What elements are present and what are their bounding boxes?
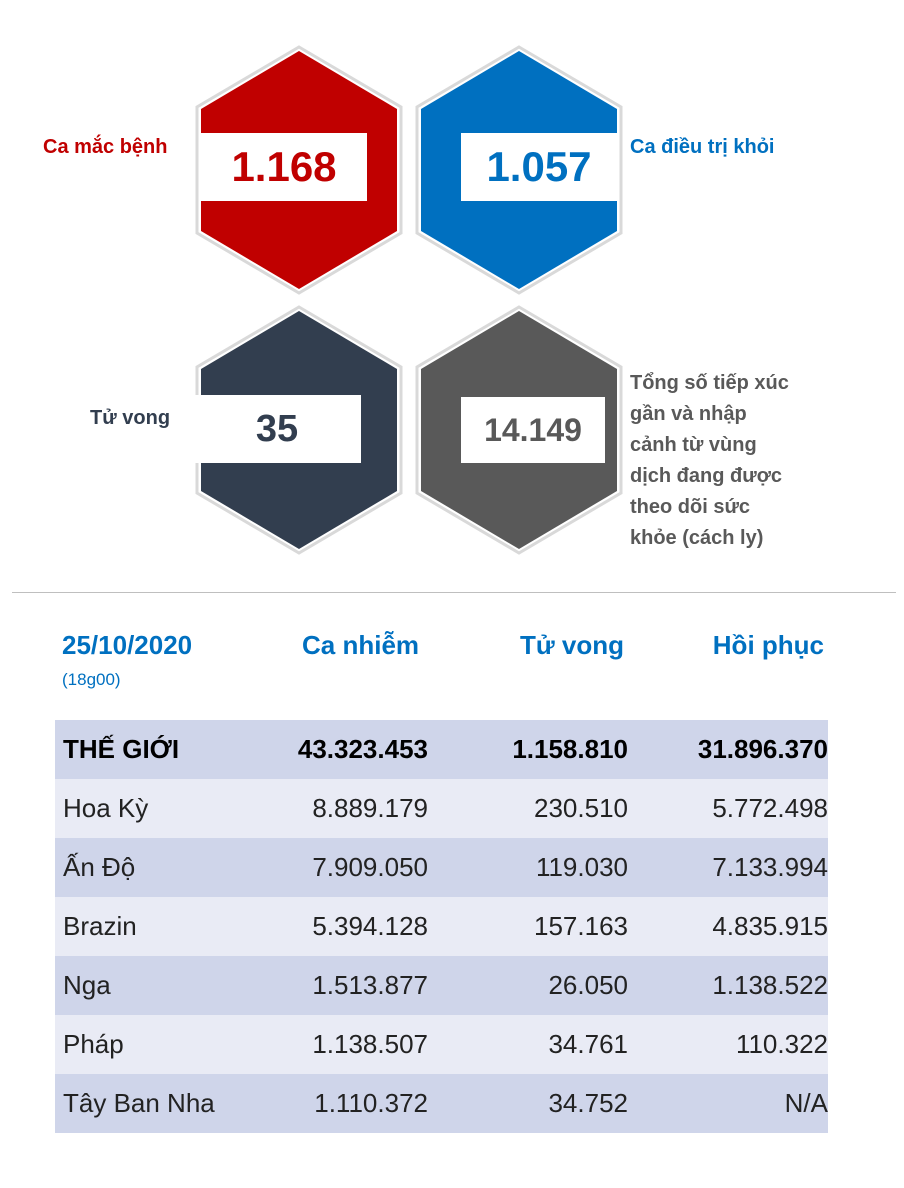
recovered-cell: N/A bbox=[628, 1074, 828, 1133]
deaths-hexagon: 35 bbox=[193, 305, 405, 555]
country-name: Tây Ban Nha bbox=[55, 1074, 248, 1133]
cases-cell: 5.394.128 bbox=[248, 897, 428, 956]
country-name: Pháp bbox=[55, 1015, 248, 1074]
table-row: Brazin 5.394.128 157.163 4.835.915 bbox=[55, 897, 828, 956]
deaths-value: 35 bbox=[193, 395, 361, 463]
deaths-cell: 34.752 bbox=[428, 1074, 628, 1133]
cases-cell: 8.889.179 bbox=[248, 779, 428, 838]
monitored-label-line: dịch đang được bbox=[630, 465, 783, 487]
table-date: 25/10/2020 bbox=[62, 630, 193, 660]
table-row: Tây Ban Nha 1.110.372 34.752 N/A bbox=[55, 1074, 828, 1133]
deaths-cell: 119.030 bbox=[428, 838, 628, 897]
table-row: Ấn Độ 7.909.050 119.030 7.133.994 bbox=[55, 838, 828, 897]
deaths-cell: 26.050 bbox=[428, 956, 628, 1015]
deaths-cell: 1.158.810 bbox=[428, 720, 628, 779]
country-name: THẾ GIỚI bbox=[55, 720, 248, 779]
country-name: Brazin bbox=[55, 897, 248, 956]
deaths-cell: 230.510 bbox=[428, 779, 628, 838]
recovered-value: 1.057 bbox=[461, 133, 617, 201]
monitored-label-line: theo dõi sức bbox=[630, 496, 751, 518]
recovered-cell: 4.835.915 bbox=[628, 897, 828, 956]
monitored-label-line: gần và nhập bbox=[630, 403, 747, 425]
section-divider bbox=[12, 592, 896, 593]
table-row-world: THẾ GIỚI 43.323.453 1.158.810 31.896.370 bbox=[55, 720, 828, 779]
header-recovered: Hồi phục bbox=[712, 630, 824, 660]
cases-cell: 1.513.877 bbox=[248, 956, 428, 1015]
recovered-cell: 7.133.994 bbox=[628, 838, 828, 897]
country-name: Ấn Độ bbox=[55, 838, 248, 897]
table-row: Nga 1.513.877 26.050 1.138.522 bbox=[55, 956, 828, 1015]
deaths-cell: 157.163 bbox=[428, 897, 628, 956]
monitored-hexagon: 14.149 bbox=[413, 305, 625, 555]
world-stats-table: THẾ GIỚI 43.323.453 1.158.810 31.896.370… bbox=[55, 720, 828, 1133]
cases-hexagon: 1.168 bbox=[193, 45, 405, 295]
cases-cell: 1.138.507 bbox=[248, 1015, 428, 1074]
table-row: Pháp 1.138.507 34.761 110.322 bbox=[55, 1015, 828, 1074]
cases-cell: 7.909.050 bbox=[248, 838, 428, 897]
monitored-label-line: khỏe (cách ly) bbox=[630, 527, 764, 549]
header-cases: Ca nhiễm bbox=[302, 630, 420, 660]
cases-cell: 1.110.372 bbox=[248, 1074, 428, 1133]
monitored-label: Tổng số tiếp xúc gần và nhập cảnh từ vùn… bbox=[630, 368, 789, 554]
table-time: (18g00) bbox=[62, 670, 121, 689]
monitored-label-line: Tổng số tiếp xúc bbox=[630, 372, 789, 394]
country-name: Hoa Kỳ bbox=[55, 779, 248, 838]
cases-value: 1.168 bbox=[201, 133, 367, 201]
header-deaths: Tử vong bbox=[519, 630, 624, 660]
cases-label: Ca mắc bệnh bbox=[43, 136, 168, 158]
recovered-cell: 5.772.498 bbox=[628, 779, 828, 838]
recovered-label: Ca điều trị khỏi bbox=[630, 136, 775, 158]
deaths-cell: 34.761 bbox=[428, 1015, 628, 1074]
monitored-value: 14.149 bbox=[461, 397, 605, 463]
recovered-cell: 110.322 bbox=[628, 1015, 828, 1074]
cases-cell: 43.323.453 bbox=[248, 720, 428, 779]
recovered-hexagon: 1.057 bbox=[413, 45, 625, 295]
deaths-label: Tử vong bbox=[90, 407, 171, 429]
country-name: Nga bbox=[55, 956, 248, 1015]
recovered-cell: 31.896.370 bbox=[628, 720, 828, 779]
monitored-label-line: cảnh từ vùng bbox=[630, 434, 757, 456]
recovered-cell: 1.138.522 bbox=[628, 956, 828, 1015]
table-row: Hoa Kỳ 8.889.179 230.510 5.772.498 bbox=[55, 779, 828, 838]
